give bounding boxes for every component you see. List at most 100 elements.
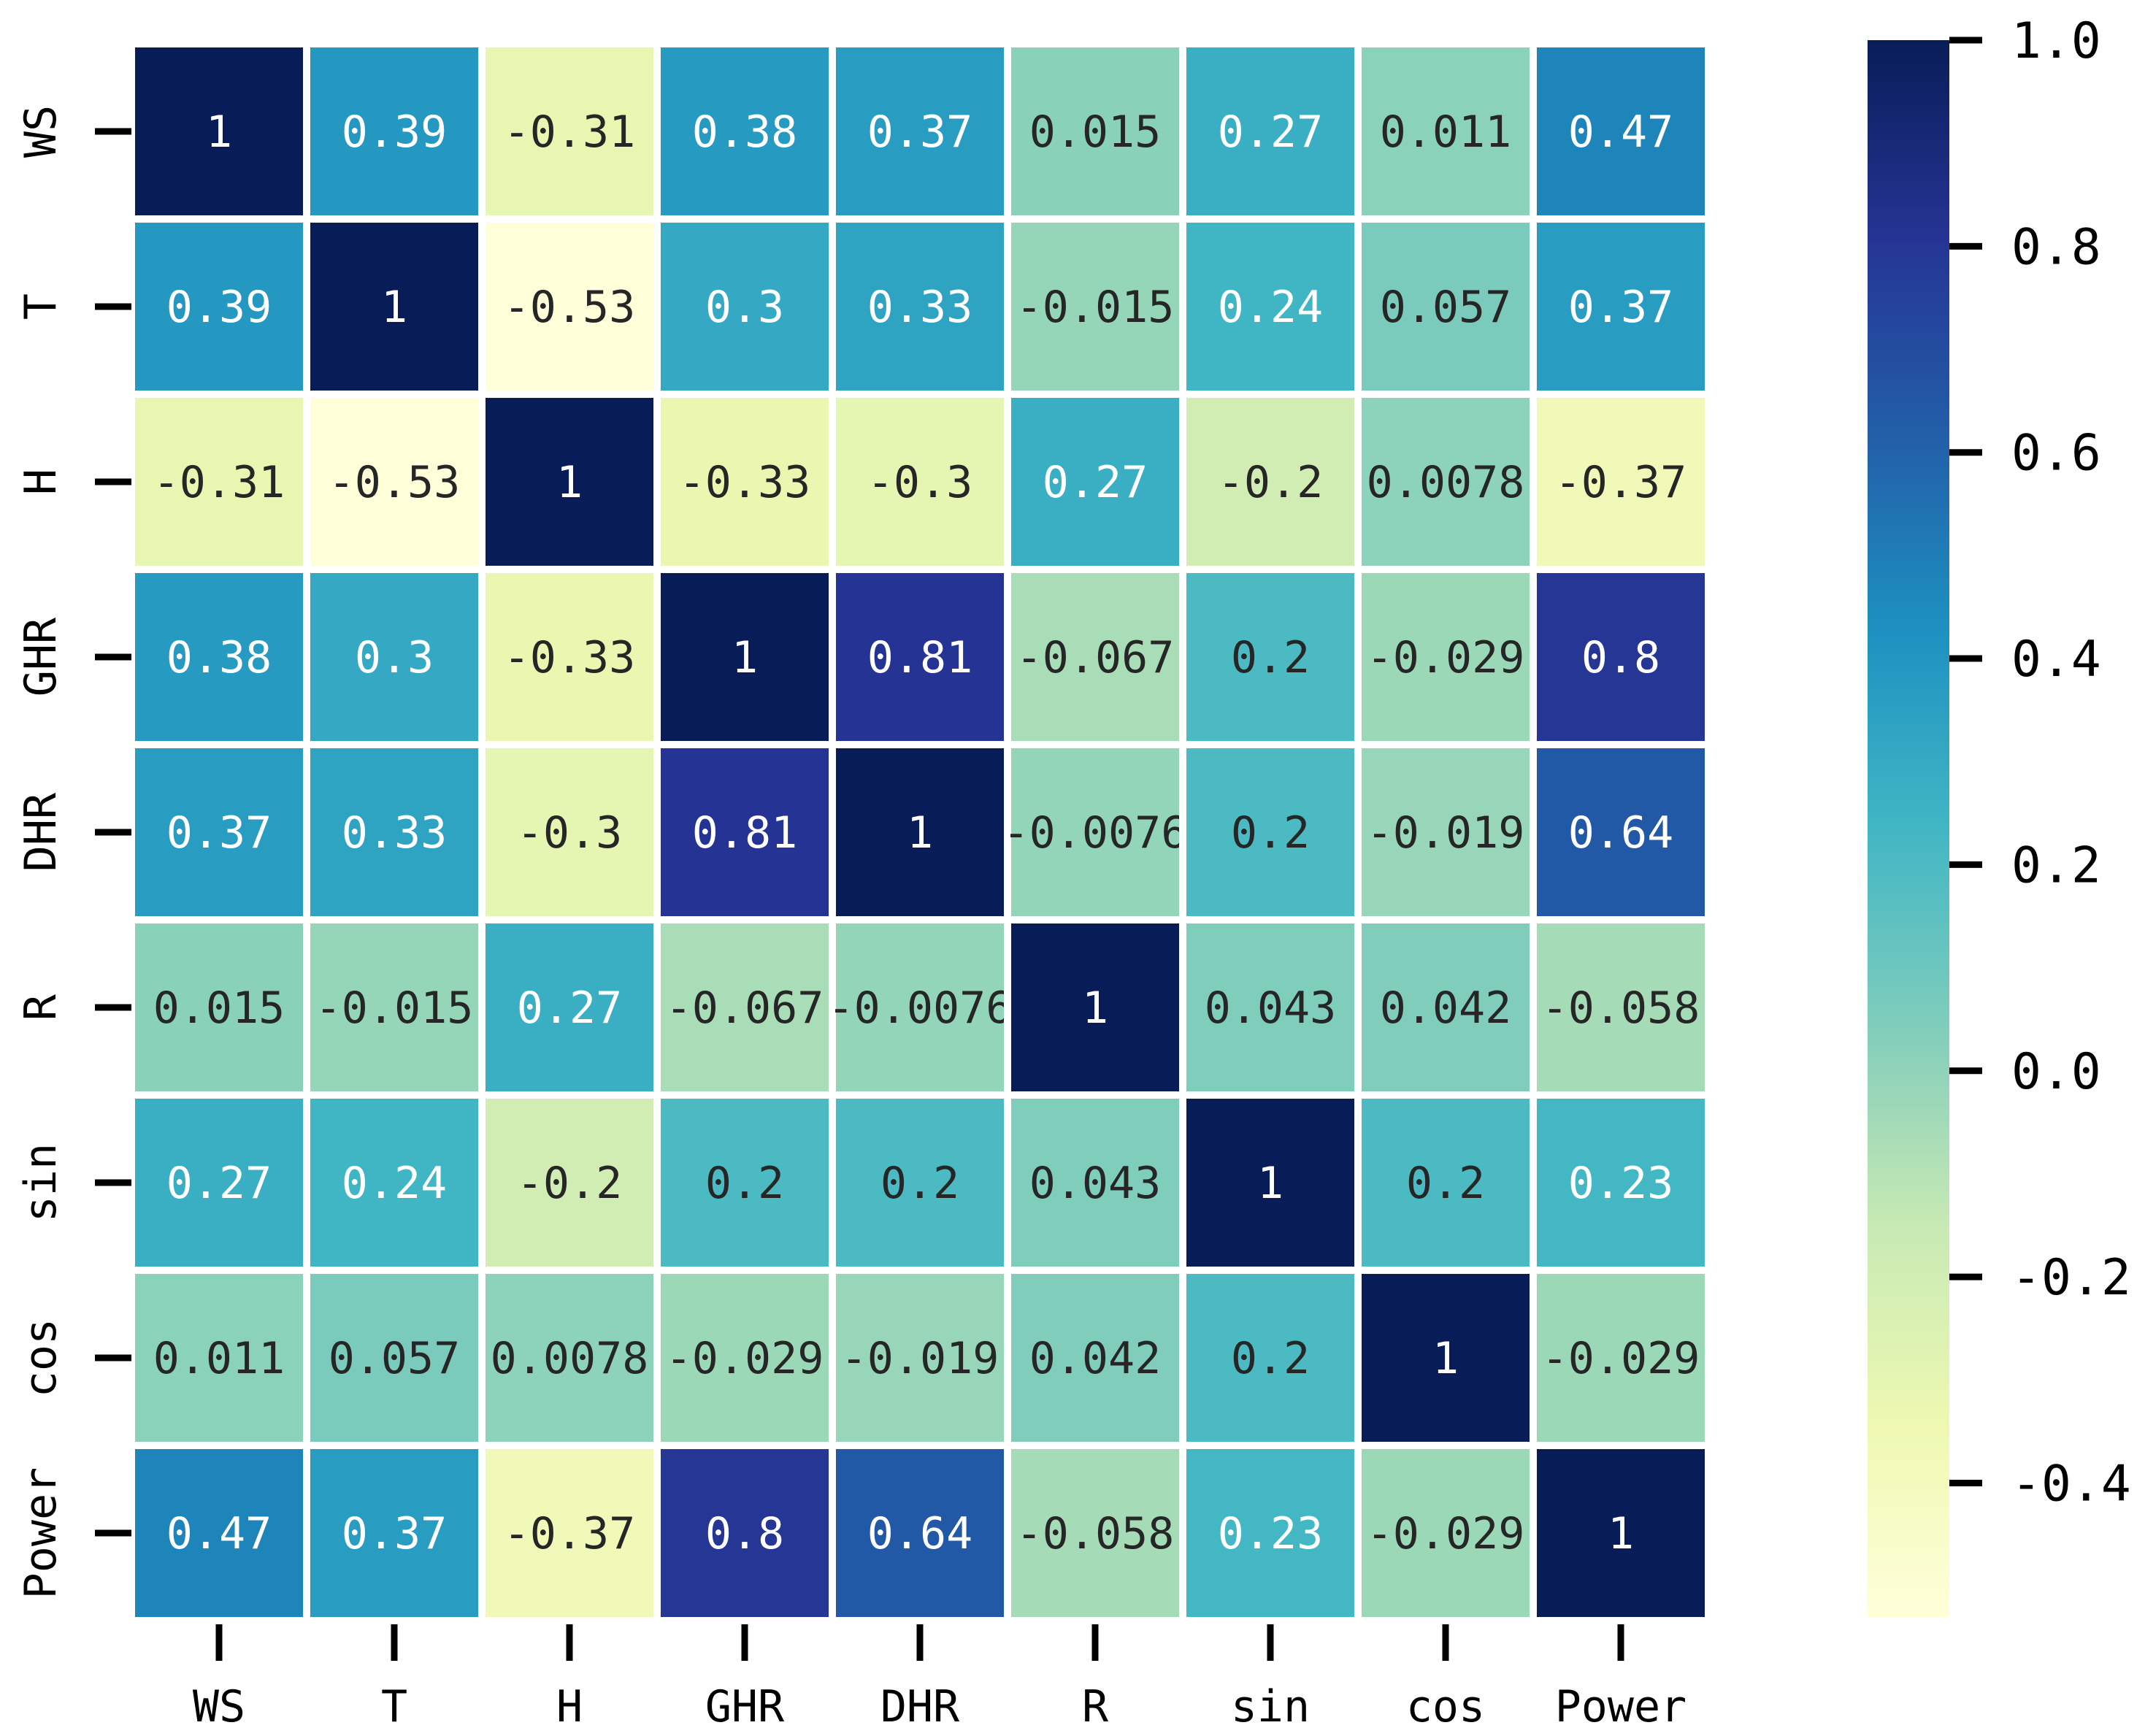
heatmap-cell-h-t [303,391,486,573]
heatmap-cell-t-dhr [829,215,1011,398]
cell-label-t-sin: 0.24 [1218,282,1324,333]
heatmap-cell-r-power [1530,916,1712,1099]
cell-label-power-t: 0.37 [342,1508,448,1559]
heatmap-cell-cos-ws [128,1267,310,1449]
heatmap-cell-h-h [478,391,661,573]
heatmap-cell-ghr-power [1530,566,1712,748]
cell-label-t-h: -0.53 [504,282,636,333]
heatmap-cell-sin-dhr [829,1091,1011,1274]
heatmap-cell-r-cos [1354,916,1537,1099]
cell-label-t-power: 0.37 [1568,282,1674,333]
x-tick-label-ws: WS [193,1681,245,1732]
colorbar: 1.0 0.8 0.6 0.4 0.2 0.0 -0.2 -0.4 [1868,12,2131,1617]
colorbar-tick-label-7: -0.4 [2011,1455,2131,1513]
colorbar-tick-label-5: 0.0 [2011,1043,2101,1101]
cell-label-ghr-r: -0.067 [1016,632,1175,683]
cell-label-ws-ws: 1 [206,107,232,158]
cell-label-r-r: 1 [1082,983,1108,1034]
cell-label-sin-ghr: 0.2 [705,1158,784,1209]
cell-label-dhr-ghr: 0.81 [692,807,798,859]
cell-label-cos-sin: 0.2 [1231,1333,1310,1384]
cell-label-power-ghr: 0.8 [705,1508,784,1559]
x-tick-label-r: R [1082,1681,1109,1732]
x-tick-label-power: Power [1555,1681,1687,1732]
cell-label-h-ghr: -0.33 [679,457,811,508]
cell-label-r-ghr: -0.067 [666,983,824,1034]
heatmap-cell-cos-power [1530,1267,1712,1449]
cell-label-dhr-dhr: 1 [907,807,933,859]
heatmap-cell-h-power [1530,391,1712,573]
y-tick-label-cos: cos [15,1318,66,1397]
cell-label-cos-power: -0.029 [1542,1333,1700,1384]
cell-label-cos-h: 0.0078 [491,1333,649,1384]
cell-label-power-r: -0.058 [1016,1508,1175,1559]
heatmap-cell-dhr-power [1530,741,1712,923]
cell-label-cos-dhr: -0.019 [841,1333,999,1384]
cell-label-dhr-cos: -0.019 [1367,807,1525,859]
cell-label-sin-dhr: 0.2 [880,1158,959,1209]
colorbar-tick-label-1: 0.8 [2011,218,2101,276]
cell-label-ws-r: 0.015 [1029,107,1162,158]
cell-label-ws-h: -0.31 [504,107,636,158]
heatmap-cell-ghr-t [303,566,486,748]
y-tick-label-h: H [15,469,66,495]
cell-label-h-t: -0.53 [329,457,461,508]
cell-label-sin-ws: 0.27 [166,1158,272,1209]
heatmap-cell-sin-t [303,1091,486,1274]
heatmap-cell-ghr-ghr [653,566,836,748]
colorbar-ticks: 1.0 0.8 0.6 0.4 0.2 0.0 -0.2 -0.4 [1949,12,2131,1513]
cell-label-ghr-t: 0.3 [355,632,434,683]
cell-label-ws-dhr: 0.37 [867,107,973,158]
cell-label-ghr-cos: -0.029 [1367,632,1525,683]
x-tick-label-h: H [556,1681,583,1732]
cell-label-cos-r: 0.042 [1029,1333,1162,1384]
heatmap-cell-h-ghr [653,391,836,573]
heatmap-cell-h-ws [128,391,310,573]
cell-label-ws-cos: 0.011 [1380,107,1512,158]
heatmap-cell-r-r [1004,916,1186,1099]
heatmap-cells: 1 0.39 -0.31 0.38 0.37 0.015 0.27 0.011 0.470.39… [128,40,1712,1624]
cell-label-dhr-h: -0.3 [517,807,623,859]
cell-label-power-ws: 0.47 [166,1508,272,1559]
colorbar-tick-label-0: 1.0 [2011,12,2101,70]
heatmap-cell-sin-ws [128,1091,310,1274]
cell-label-ghr-power: 0.8 [1581,632,1660,683]
y-tick-label-ws: WS [15,105,66,158]
cell-label-r-t: -0.015 [315,983,474,1034]
heatmap-cell-r-dhr [829,916,1011,1099]
cell-label-sin-sin: 1 [1257,1158,1283,1209]
heatmap-cell-power-sin [1179,1442,1362,1624]
cell-label-ghr-ws: 0.38 [166,632,272,683]
cell-label-sin-cos: 0.2 [1406,1158,1485,1209]
heatmap-cell-ws-r [1004,40,1186,223]
heatmap-cell-dhr-ws [128,741,310,923]
cell-label-sin-t: 0.24 [342,1158,448,1209]
cell-label-ghr-sin: 0.2 [1231,632,1310,683]
heatmap-cell-power-power [1530,1442,1712,1624]
cell-label-t-r: -0.015 [1016,282,1175,333]
cell-label-h-r: 0.27 [1043,457,1148,508]
cell-label-dhr-sin: 0.2 [1231,807,1310,859]
colorbar-tick-label-2: 0.6 [2011,425,2101,483]
heatmap-cell-sin-sin [1179,1091,1362,1274]
heatmap-cell-t-h [478,215,661,398]
cell-label-ws-t: 0.39 [342,107,448,158]
cell-label-power-sin: 0.23 [1218,1508,1324,1559]
y-tick-label-dhr: DHR [15,792,66,872]
cell-label-power-dhr: 0.64 [867,1508,973,1559]
heatmap-cell-ws-cos [1354,40,1537,223]
cell-label-dhr-r: -0.0076 [1003,807,1188,859]
cell-label-dhr-t: 0.33 [342,807,448,859]
heatmap-cell-cos-ghr [653,1267,836,1449]
cell-label-ws-ghr: 0.38 [692,107,798,158]
cell-label-cos-t: 0.057 [329,1333,461,1384]
y-tick-label-sin: sin [15,1143,66,1222]
cell-label-r-ws: 0.015 [153,983,285,1034]
heatmap-cell-t-cos [1354,215,1537,398]
heatmap-cell-t-sin [1179,215,1362,398]
x-tick-label-cos: cos [1406,1681,1485,1732]
x-tick-label-dhr: DHR [880,1681,960,1732]
cell-label-h-sin: -0.2 [1218,457,1324,508]
heatmap-cell-power-t [303,1442,486,1624]
